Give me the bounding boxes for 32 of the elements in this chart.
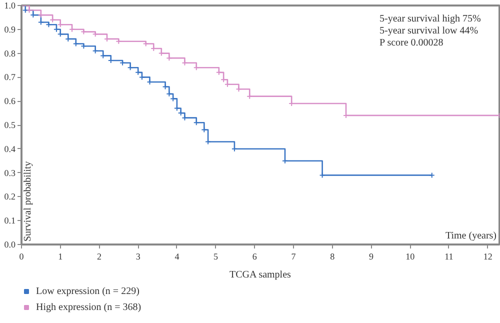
x-tick-label: 0 bbox=[19, 252, 24, 262]
x-tick-label: 1 bbox=[58, 252, 63, 262]
y-tick-label: 0.6 bbox=[4, 96, 16, 106]
y-tick-label: 0.7 bbox=[4, 72, 16, 82]
legend-label: High expression (n = 368) bbox=[36, 301, 142, 313]
y-tick-label: 0.2 bbox=[4, 192, 16, 202]
y-axis-title: Survival probability bbox=[22, 161, 34, 242]
y-tick-label: 0.3 bbox=[4, 168, 16, 178]
x-tick-label: 12 bbox=[483, 252, 492, 262]
x-tick-label: 10 bbox=[406, 252, 416, 262]
annotation: P score 0.00028 bbox=[380, 38, 444, 48]
y-tick-label: 0.8 bbox=[4, 48, 16, 58]
legend-label: Low expression (n = 229) bbox=[36, 285, 140, 297]
y-tick-label: 0.1 bbox=[4, 216, 16, 226]
x-tick-label: 3 bbox=[136, 252, 141, 262]
y-tick-label: 1.0 bbox=[4, 0, 16, 10]
y-tick-label: 0.4 bbox=[4, 144, 16, 154]
y-tick-label: 0.0 bbox=[4, 240, 16, 250]
x-tick-label: 9 bbox=[369, 252, 374, 262]
x-tick-label: 6 bbox=[252, 252, 258, 262]
x-tick-label: 11 bbox=[444, 252, 454, 262]
x-tick-label: 4 bbox=[174, 252, 180, 262]
x-tick-label: 8 bbox=[330, 252, 336, 262]
annotation: 5-year survival low 44% bbox=[380, 26, 478, 36]
x-tick-label: 2 bbox=[96, 252, 102, 262]
y-tick-label: 0.9 bbox=[4, 24, 16, 34]
x-tick-label: 5 bbox=[214, 252, 219, 262]
annotation: 5-year survival high 75% bbox=[380, 14, 481, 24]
y-tick-label: 0.5 bbox=[4, 120, 16, 130]
text: TCGA samples bbox=[230, 270, 292, 280]
x-tick-label: 7 bbox=[291, 252, 296, 262]
x-axis-title: Time (years) bbox=[445, 230, 497, 242]
